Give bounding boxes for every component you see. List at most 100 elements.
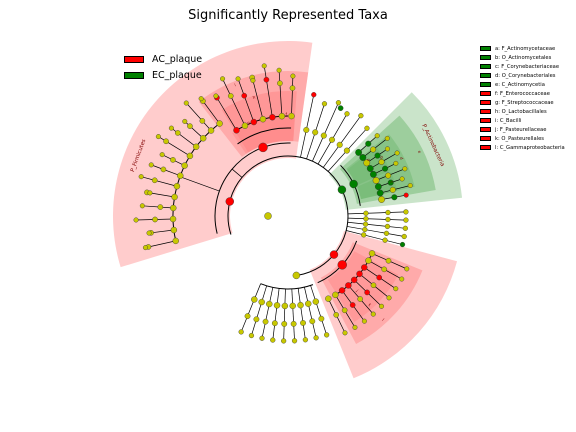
- taxon-node: [393, 160, 399, 166]
- taxa-legend-swatch: [480, 100, 491, 105]
- tree-branch: [240, 283, 261, 333]
- legend-swatch-ac-plaque: [124, 55, 144, 63]
- taxon-node: [281, 321, 288, 327]
- tree-branch: [149, 192, 175, 198]
- taxa-legend-item: b: O_Actinomycetales: [480, 53, 565, 62]
- taxon-node: [384, 135, 390, 141]
- tree-branch: [297, 288, 306, 340]
- taxon-node: [213, 93, 219, 99]
- taxon-node: [312, 129, 319, 136]
- taxa-legend-label: j: F_Pasteurellaceae: [495, 126, 547, 133]
- clade-label-e: e: [417, 150, 423, 155]
- clade-label-h: h: [252, 94, 256, 100]
- clade-label-c: c: [389, 180, 394, 184]
- taxon-node: [407, 183, 413, 189]
- taxon-node: [403, 209, 409, 215]
- legend-item-ac-plaque: AC_plaque: [124, 51, 202, 67]
- tree-branch: [278, 70, 283, 117]
- taxon-node: [277, 80, 283, 87]
- taxon-node: [264, 212, 272, 220]
- taxon-node: [312, 298, 320, 305]
- taxon-node: [402, 166, 408, 172]
- taxon-node: [258, 142, 268, 153]
- taxon-node: [273, 302, 281, 309]
- taxon-node: [394, 150, 400, 156]
- taxon-node: [159, 152, 165, 158]
- taxa-legend-swatch: [480, 82, 491, 87]
- taxon-node: [305, 300, 312, 307]
- taxon-node: [289, 85, 296, 91]
- taxon-node: [332, 291, 339, 299]
- taxon-node: [356, 270, 363, 278]
- taxon-node: [200, 135, 207, 142]
- taxon-node: [269, 114, 276, 121]
- taxon-node: [403, 192, 409, 198]
- clade-shade-streptococcaceae: [232, 116, 281, 154]
- taxon-node: [250, 77, 256, 83]
- tree-branch: [272, 288, 280, 341]
- taxon-node: [357, 296, 363, 302]
- taxon-node: [337, 105, 344, 111]
- taxon-node: [281, 338, 287, 344]
- clade-label-i: i: [234, 82, 237, 87]
- taxa-legend-label: c: F_Corynebacteriaceae: [495, 63, 560, 70]
- taxon-node: [241, 92, 248, 99]
- taxon-node: [403, 217, 409, 223]
- taxon-node: [303, 126, 310, 133]
- taxon-node: [368, 250, 376, 257]
- taxon-node: [147, 190, 153, 196]
- taxon-node: [174, 130, 181, 136]
- taxon-node: [342, 330, 348, 336]
- taxon-node: [363, 159, 371, 167]
- taxon-node: [207, 127, 215, 134]
- taxon-node: [151, 177, 158, 184]
- taxon-node: [313, 335, 319, 341]
- taxon-node: [343, 147, 350, 154]
- tree-branch: [304, 287, 317, 338]
- taxon-node: [225, 197, 234, 206]
- taxon-node: [259, 335, 265, 341]
- taxon-node: [261, 63, 267, 69]
- taxon-node: [349, 302, 356, 308]
- tree-arc: [237, 127, 292, 145]
- tree-branch: [141, 176, 178, 187]
- taxon-node: [402, 225, 408, 231]
- taxa-legend-swatch: [480, 127, 491, 132]
- taxon-node: [271, 320, 278, 327]
- taxon-node: [363, 210, 369, 216]
- taxon-node: [291, 338, 298, 344]
- taxon-node: [241, 122, 249, 129]
- tree-branch: [291, 288, 295, 341]
- taxon-node: [133, 217, 139, 223]
- taxon-node: [384, 223, 391, 230]
- taxon-node: [233, 127, 240, 134]
- taxon-node: [366, 165, 374, 172]
- taxon-node: [329, 250, 339, 259]
- taxon-node: [383, 230, 390, 236]
- taxa-legend-label: h: O_Lactobacillales: [495, 108, 547, 115]
- taxon-node: [192, 143, 200, 150]
- legend-label-ec-plaque: EC_plaque: [152, 69, 202, 81]
- taxon-node: [157, 204, 164, 210]
- taxon-node: [227, 93, 234, 99]
- taxon-node: [355, 149, 362, 156]
- taxon-node: [302, 337, 308, 343]
- clade-label-k: k: [367, 302, 373, 308]
- taxon-node: [152, 216, 158, 223]
- tree-branch: [171, 127, 197, 148]
- taxon-node: [183, 100, 189, 106]
- clade-shade-proteobacteria: [309, 231, 458, 379]
- taxa-legend-swatch: [480, 136, 491, 141]
- taxa-legend-item: f: F_Enterococcaceae: [480, 89, 565, 98]
- tree-branch: [231, 168, 243, 178]
- taxon-node: [374, 183, 382, 191]
- taxon-node: [170, 226, 178, 234]
- tree-branch: [179, 176, 220, 192]
- taxon-node: [181, 162, 188, 169]
- taxon-node: [258, 298, 265, 306]
- taxon-node: [290, 73, 296, 79]
- taxon-node: [155, 134, 161, 140]
- taxon-node: [385, 216, 391, 223]
- taxa-legend-swatch: [480, 46, 491, 51]
- taxon-node: [248, 332, 255, 339]
